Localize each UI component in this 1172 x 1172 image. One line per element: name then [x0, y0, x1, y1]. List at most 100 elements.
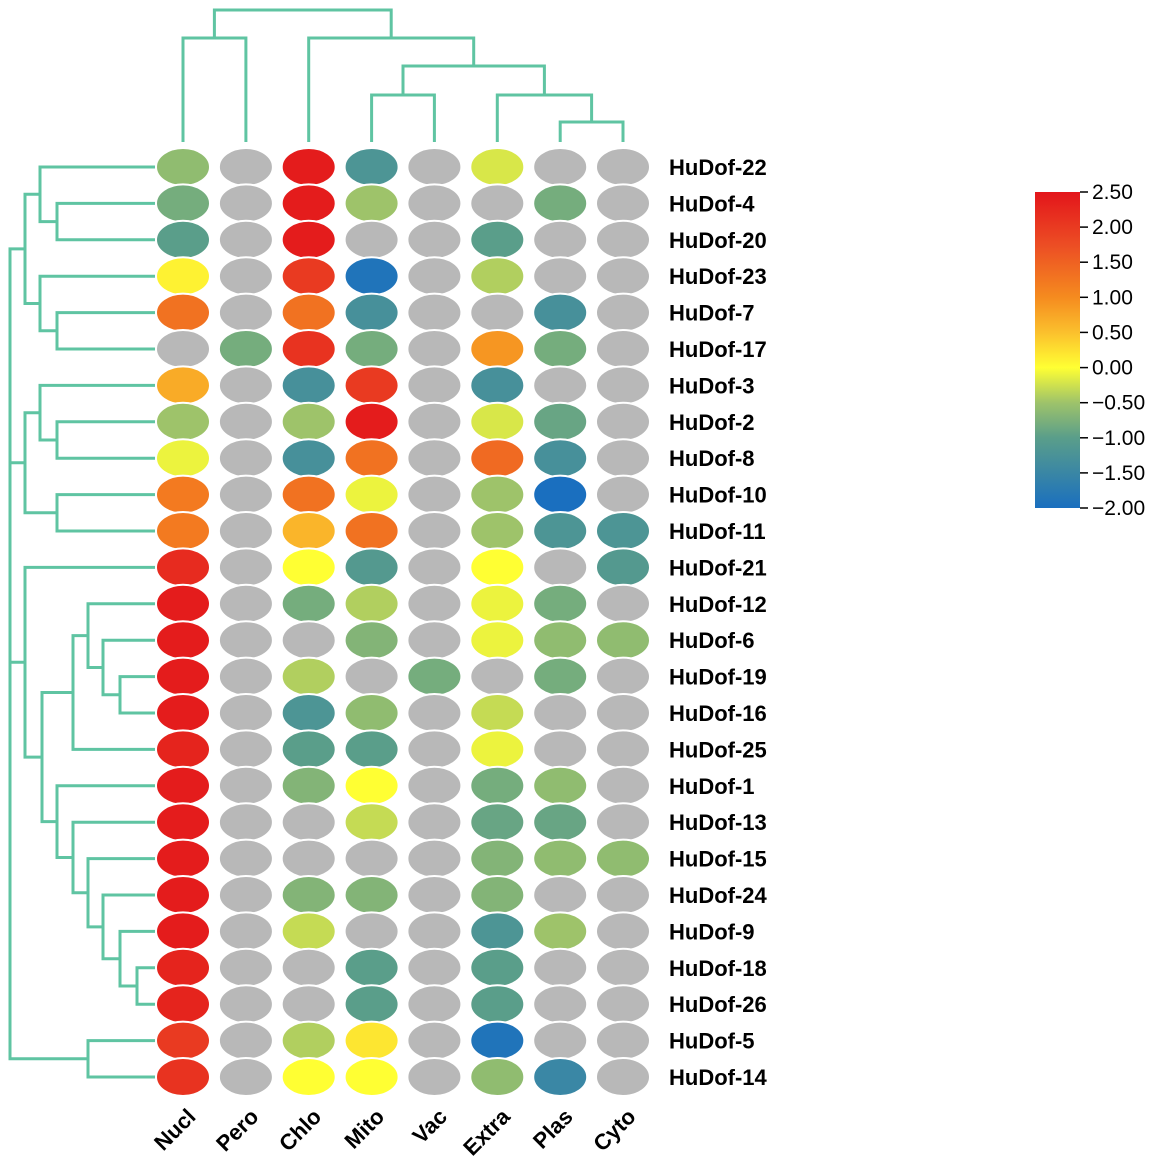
heatmap-cell	[155, 875, 211, 915]
column-label: Extra	[458, 1103, 515, 1160]
row-label: HuDof-18	[669, 956, 767, 981]
heatmap-cell	[217, 547, 274, 588]
heatmap-cell	[343, 256, 400, 297]
heatmap-cell	[469, 1057, 526, 1097]
heatmap-cell	[406, 219, 463, 260]
heatmap-cell	[595, 729, 651, 770]
heatmap-cell	[406, 547, 463, 588]
heatmap-cell	[343, 183, 400, 224]
dendrogram-link	[86, 602, 155, 669]
heatmap-cell	[532, 547, 589, 588]
dendrogram-link	[101, 893, 155, 961]
column-label: Nucl	[149, 1104, 200, 1155]
heatmap-cell	[532, 656, 589, 697]
dendrogram-link	[86, 1039, 155, 1079]
heatmap-cell	[343, 802, 400, 843]
heatmap-cell	[532, 511, 589, 551]
heatmap-cell	[406, 438, 463, 479]
row-label: HuDof-22	[669, 155, 767, 180]
heatmap-cell	[595, 583, 651, 624]
heatmap-cell	[595, 438, 651, 479]
heatmap-cell	[469, 147, 526, 187]
color-legend-bar	[1035, 192, 1080, 508]
heatmap-cell	[532, 911, 589, 952]
heatmap-cell	[532, 438, 589, 479]
heatmap-cell	[343, 765, 400, 806]
heatmap-cell	[406, 329, 463, 369]
heatmap-cell	[406, 365, 463, 406]
heatmap-cell	[595, 219, 651, 260]
heatmap-cell	[217, 620, 274, 661]
color-legend-ticks: 2.50 2.00 1.50 1.00 0.50 0.00 −0.50 −1.00 −1.50 −…	[1080, 181, 1145, 520]
heatmap-cell	[469, 620, 526, 661]
row-label: HuDof-17	[669, 337, 767, 362]
heatmap-cell	[469, 256, 526, 297]
heatmap-cell	[406, 656, 463, 697]
heatmap-cell	[343, 401, 400, 442]
heatmap-cell	[280, 802, 337, 843]
column-label: Cyto	[588, 1104, 640, 1156]
heatmap-cell	[343, 474, 400, 515]
heatmap-cell	[595, 147, 651, 187]
dendrogram-link	[135, 966, 155, 1006]
heatmap-cell	[406, 620, 463, 661]
heatmap-cell	[469, 1020, 526, 1061]
heatmap-cell	[469, 947, 526, 988]
heatmap-cell	[155, 147, 211, 187]
heatmap-cell	[343, 838, 400, 879]
heatmap-cells	[155, 147, 651, 1097]
heatmap-cell	[406, 474, 463, 515]
heatmap-cell	[217, 511, 274, 551]
heatmap-cell	[406, 401, 463, 442]
heatmap-cell	[343, 984, 400, 1025]
row-label: HuDof-11	[669, 519, 766, 544]
heatmap-cell	[595, 802, 651, 843]
row-label: HuDof-1	[669, 774, 755, 799]
row-label: HuDof-14	[669, 1065, 768, 1090]
heatmap-cell	[280, 292, 337, 333]
heatmap-cell	[217, 838, 274, 879]
heatmap-cell	[406, 511, 463, 551]
heatmap-cell	[343, 147, 400, 187]
row-label: HuDof-24	[669, 883, 768, 908]
heatmap-cell	[217, 1020, 274, 1061]
heatmap-cell	[406, 729, 463, 770]
heatmap-cell	[280, 511, 337, 551]
legend-tick-label: −1.00	[1092, 427, 1145, 450]
heatmap-cell	[469, 438, 526, 479]
heatmap-cell	[469, 547, 526, 588]
heatmap-cell	[469, 838, 526, 879]
legend-tick-label: −1.50	[1092, 462, 1145, 485]
heatmap-cell	[595, 183, 651, 224]
heatmap-cell	[343, 219, 400, 260]
heatmap-cell	[532, 401, 589, 442]
heatmap-cell	[280, 147, 337, 187]
row-label: HuDof-13	[669, 810, 767, 835]
dendrogram-link	[101, 638, 155, 697]
heatmap-cell	[343, 583, 400, 624]
row-label: HuDof-6	[669, 628, 755, 653]
heatmap-cell	[217, 365, 274, 406]
heatmap-cell	[343, 729, 400, 770]
dendrogram-link	[23, 565, 155, 759]
heatmap-cell	[469, 911, 526, 952]
heatmap-cell	[406, 875, 463, 915]
heatmap-cell	[343, 438, 400, 479]
dendrogram-link	[307, 36, 476, 142]
heatmap-cell	[280, 474, 337, 515]
heatmap-cell	[155, 1020, 211, 1061]
heatmap-cell	[532, 256, 589, 297]
heatmap-cell	[217, 656, 274, 697]
heatmap-cell	[280, 365, 337, 406]
heatmap-cell	[155, 765, 211, 806]
heatmap-cell	[155, 329, 211, 369]
heatmap-cell	[595, 365, 651, 406]
dendrogram-link	[8, 247, 25, 465]
dendrogram-link	[86, 857, 155, 929]
heatmap-cell	[595, 765, 651, 806]
heatmap-cell	[532, 329, 589, 369]
heatmap-cell	[155, 474, 211, 515]
heatmap-cell	[217, 947, 274, 988]
row-label: HuDof-25	[669, 737, 767, 762]
heatmap-cell	[155, 219, 211, 260]
